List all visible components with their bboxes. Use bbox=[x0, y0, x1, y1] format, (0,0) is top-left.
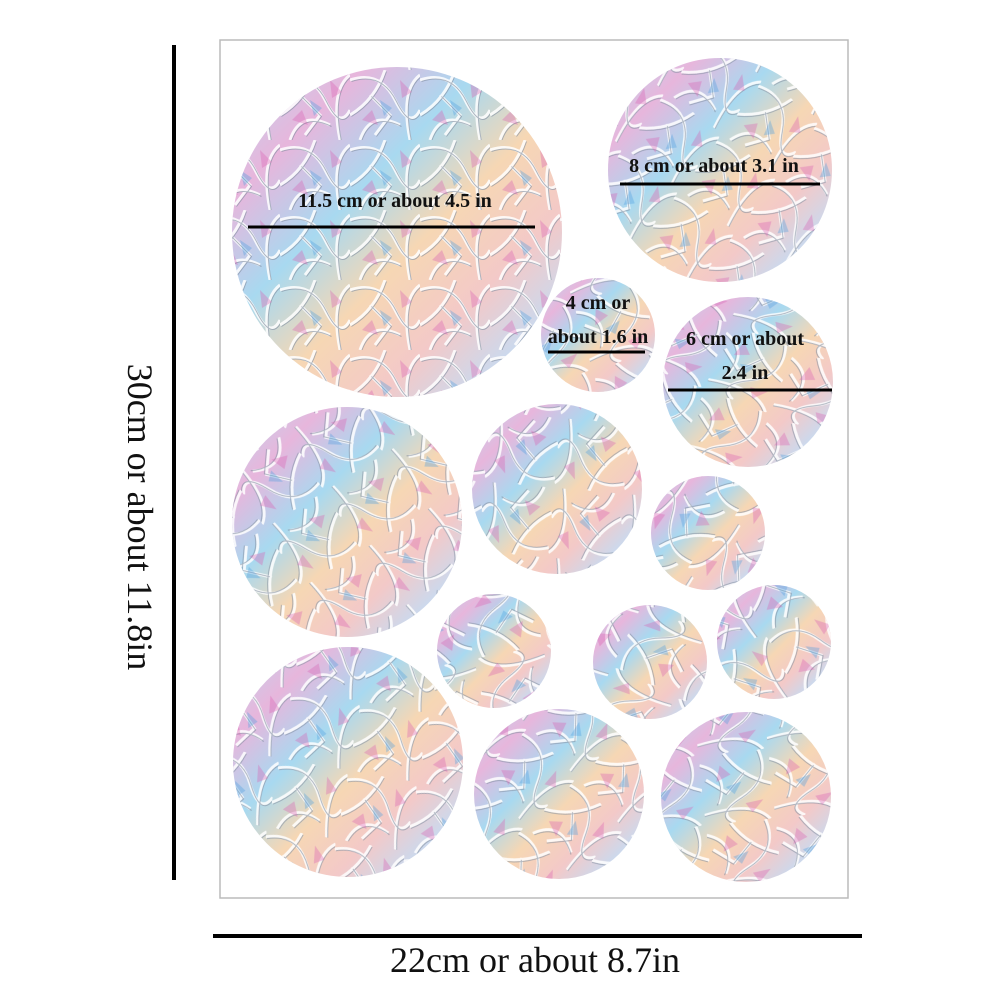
sticker-pattern bbox=[471, 404, 642, 574]
sticker bbox=[233, 647, 463, 877]
sticker bbox=[717, 585, 831, 699]
label-line: 11.5 cm or about 4.5 in bbox=[298, 190, 492, 212]
sticker bbox=[232, 67, 562, 397]
width-label: 22cm or about 8.7in bbox=[390, 940, 680, 980]
sticker-pattern bbox=[663, 297, 833, 467]
sticker-pattern bbox=[232, 407, 462, 637]
sticker bbox=[661, 712, 832, 882]
sticker-pattern bbox=[608, 57, 832, 282]
sticker bbox=[651, 476, 765, 591]
sticker-pattern bbox=[593, 605, 707, 719]
sticker-pattern bbox=[437, 594, 551, 708]
sticker-pattern bbox=[651, 476, 765, 591]
sticker-pattern bbox=[232, 67, 562, 397]
sticker-group bbox=[232, 57, 833, 882]
sticker-pattern bbox=[233, 647, 463, 877]
sticker bbox=[541, 278, 655, 392]
sticker bbox=[608, 57, 832, 282]
sticker bbox=[474, 709, 644, 879]
sticker bbox=[593, 605, 707, 719]
sticker-pattern bbox=[474, 709, 644, 879]
sticker bbox=[232, 407, 462, 637]
height-label: 30cm or about 11.8in bbox=[120, 364, 160, 671]
size-label: 8 cm or about 3.1 in bbox=[629, 155, 799, 177]
sticker-pattern bbox=[717, 585, 831, 699]
sticker bbox=[437, 594, 551, 708]
sticker bbox=[663, 297, 833, 467]
sticker bbox=[471, 404, 642, 574]
label-line: 6 cm or about bbox=[686, 328, 804, 350]
label-line: 2.4 in bbox=[722, 362, 769, 384]
sticker-pattern bbox=[541, 278, 655, 392]
size-label: 6 cm or about 2.4 in bbox=[686, 328, 804, 384]
sticker-pattern bbox=[661, 712, 832, 882]
label-line: 8 cm or about 3.1 in bbox=[629, 155, 799, 177]
size-label: 11.5 cm or about 4.5 in bbox=[298, 190, 492, 212]
dimension-lines bbox=[172, 45, 862, 938]
label-line: about 1.6 in bbox=[548, 326, 649, 348]
size-label: 4 cm or about 1.6 in bbox=[548, 292, 649, 348]
label-line: 4 cm or bbox=[566, 292, 631, 314]
